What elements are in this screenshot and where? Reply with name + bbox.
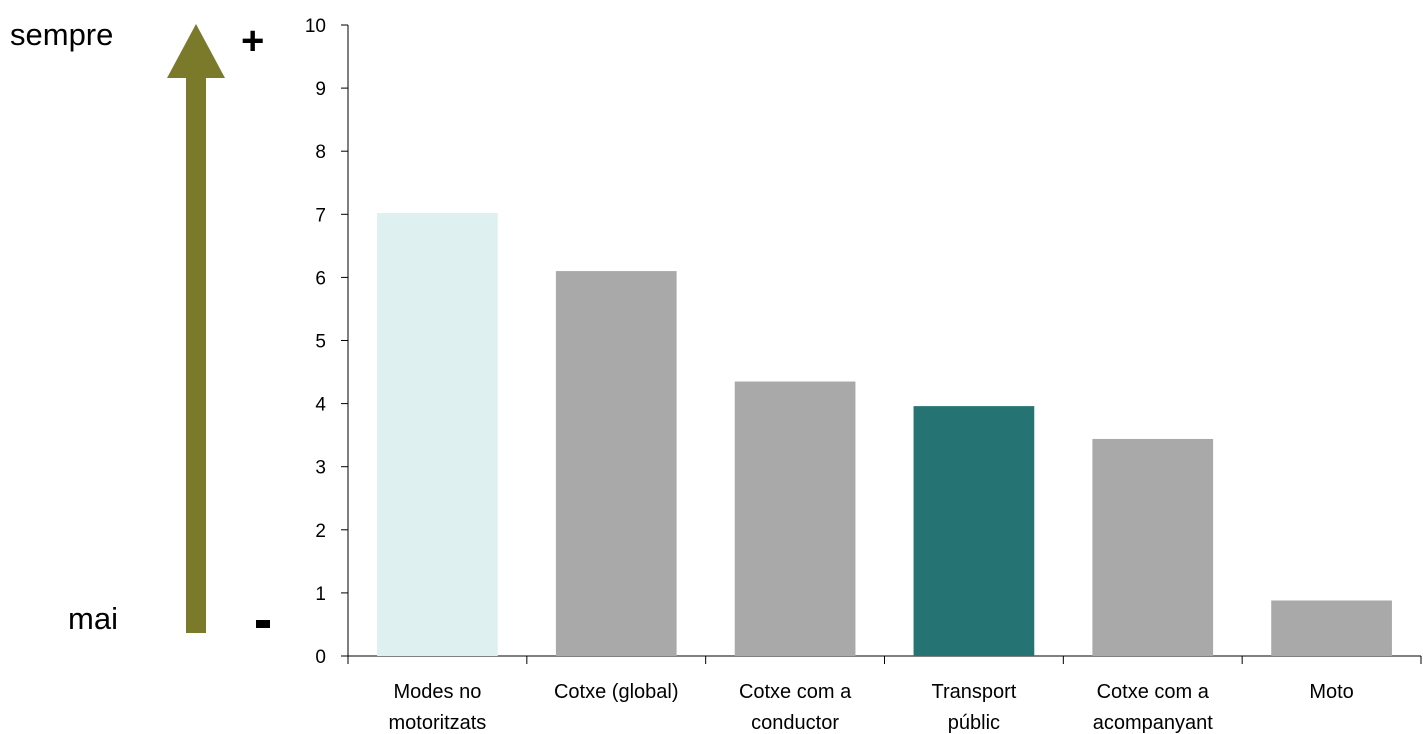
y-tick-label: 1 [315, 584, 326, 605]
scale-indicator: sempre mai + [10, 17, 270, 636]
y-tick-label: 10 [305, 16, 326, 37]
bar [555, 271, 677, 656]
up-arrow-icon [167, 24, 225, 633]
category-label-line: conductor [751, 712, 839, 734]
y-tick-label: 7 [315, 205, 326, 226]
category-label-line: Transport [931, 681, 1016, 703]
y-tick-label: 2 [315, 521, 326, 542]
x-axis [347, 655, 1422, 664]
y-tick-label: 8 [315, 142, 326, 163]
category-label: Cotxe com a conductor [739, 681, 852, 734]
y-tick-label: 6 [315, 268, 326, 289]
category-label-line: motoritzats [389, 712, 487, 734]
x-axis-ticks [347, 656, 1422, 664]
category-label-line: públic [948, 712, 1000, 734]
y-tick-label: 4 [315, 395, 326, 416]
category-label-line: Cotxe com a [1097, 681, 1210, 703]
category-label-line: Moto [1309, 681, 1353, 703]
category-label: Transport públic [931, 681, 1016, 734]
category-label-line: Cotxe com a [739, 681, 852, 703]
bar [377, 213, 498, 656]
y-tick-label: 3 [315, 458, 326, 479]
y-tick-label: 5 [315, 332, 326, 353]
bars [377, 213, 1392, 656]
bar [913, 406, 1035, 656]
category-label-line: Modes no [393, 681, 481, 703]
y-axis-ticks: 0 1 2 3 4 5 6 7 8 9 10 [305, 16, 348, 668]
bar [734, 381, 856, 656]
category-label: Cotxe com a acompanyant [1093, 681, 1214, 734]
y-tick-label: 9 [315, 79, 326, 100]
plus-sign: + [241, 19, 264, 63]
y-tick-label: 0 [315, 647, 326, 668]
category-label-line: acompanyant [1093, 712, 1214, 734]
category-label-line: Cotxe (global) [554, 681, 679, 703]
scale-top-label: sempre [10, 17, 113, 52]
bar [1092, 438, 1214, 656]
bar [1271, 600, 1392, 656]
category-label: Cotxe (global) [554, 681, 679, 703]
y-axis: 0 1 2 3 4 5 6 7 8 9 10 [305, 16, 349, 668]
minus-sign [256, 620, 270, 628]
scale-bottom-label: mai [68, 601, 118, 636]
category-labels: Modes no motoritzats Cotxe (global) Cotxe c… [389, 681, 1354, 734]
category-label: Modes no motoritzats [389, 681, 487, 734]
category-label: Moto [1309, 681, 1353, 703]
